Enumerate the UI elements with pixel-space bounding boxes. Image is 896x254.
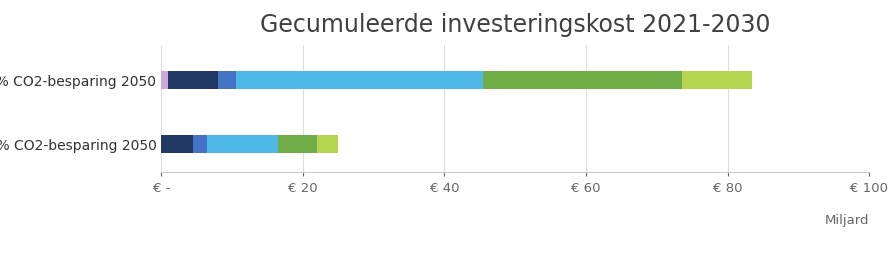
Bar bbox=[218, 72, 236, 89]
Bar bbox=[236, 72, 483, 89]
Title: Gecumuleerde investeringskost 2021-2030: Gecumuleerde investeringskost 2021-2030 bbox=[260, 13, 771, 37]
Bar bbox=[682, 72, 753, 89]
Bar bbox=[194, 135, 207, 153]
Bar bbox=[168, 72, 218, 89]
Text: Miljard: Miljard bbox=[824, 213, 869, 226]
Bar bbox=[483, 72, 682, 89]
Bar bbox=[278, 135, 317, 153]
Bar bbox=[161, 72, 168, 89]
Bar bbox=[207, 135, 278, 153]
Legend: Vloerisolatie, Verwarmingssysteem, PV-installatie, Dakrenovatie, Gevelisolatie, : Vloerisolatie, Verwarmingssysteem, PV-in… bbox=[104, 249, 813, 254]
Bar bbox=[161, 135, 194, 153]
Bar bbox=[317, 135, 339, 153]
